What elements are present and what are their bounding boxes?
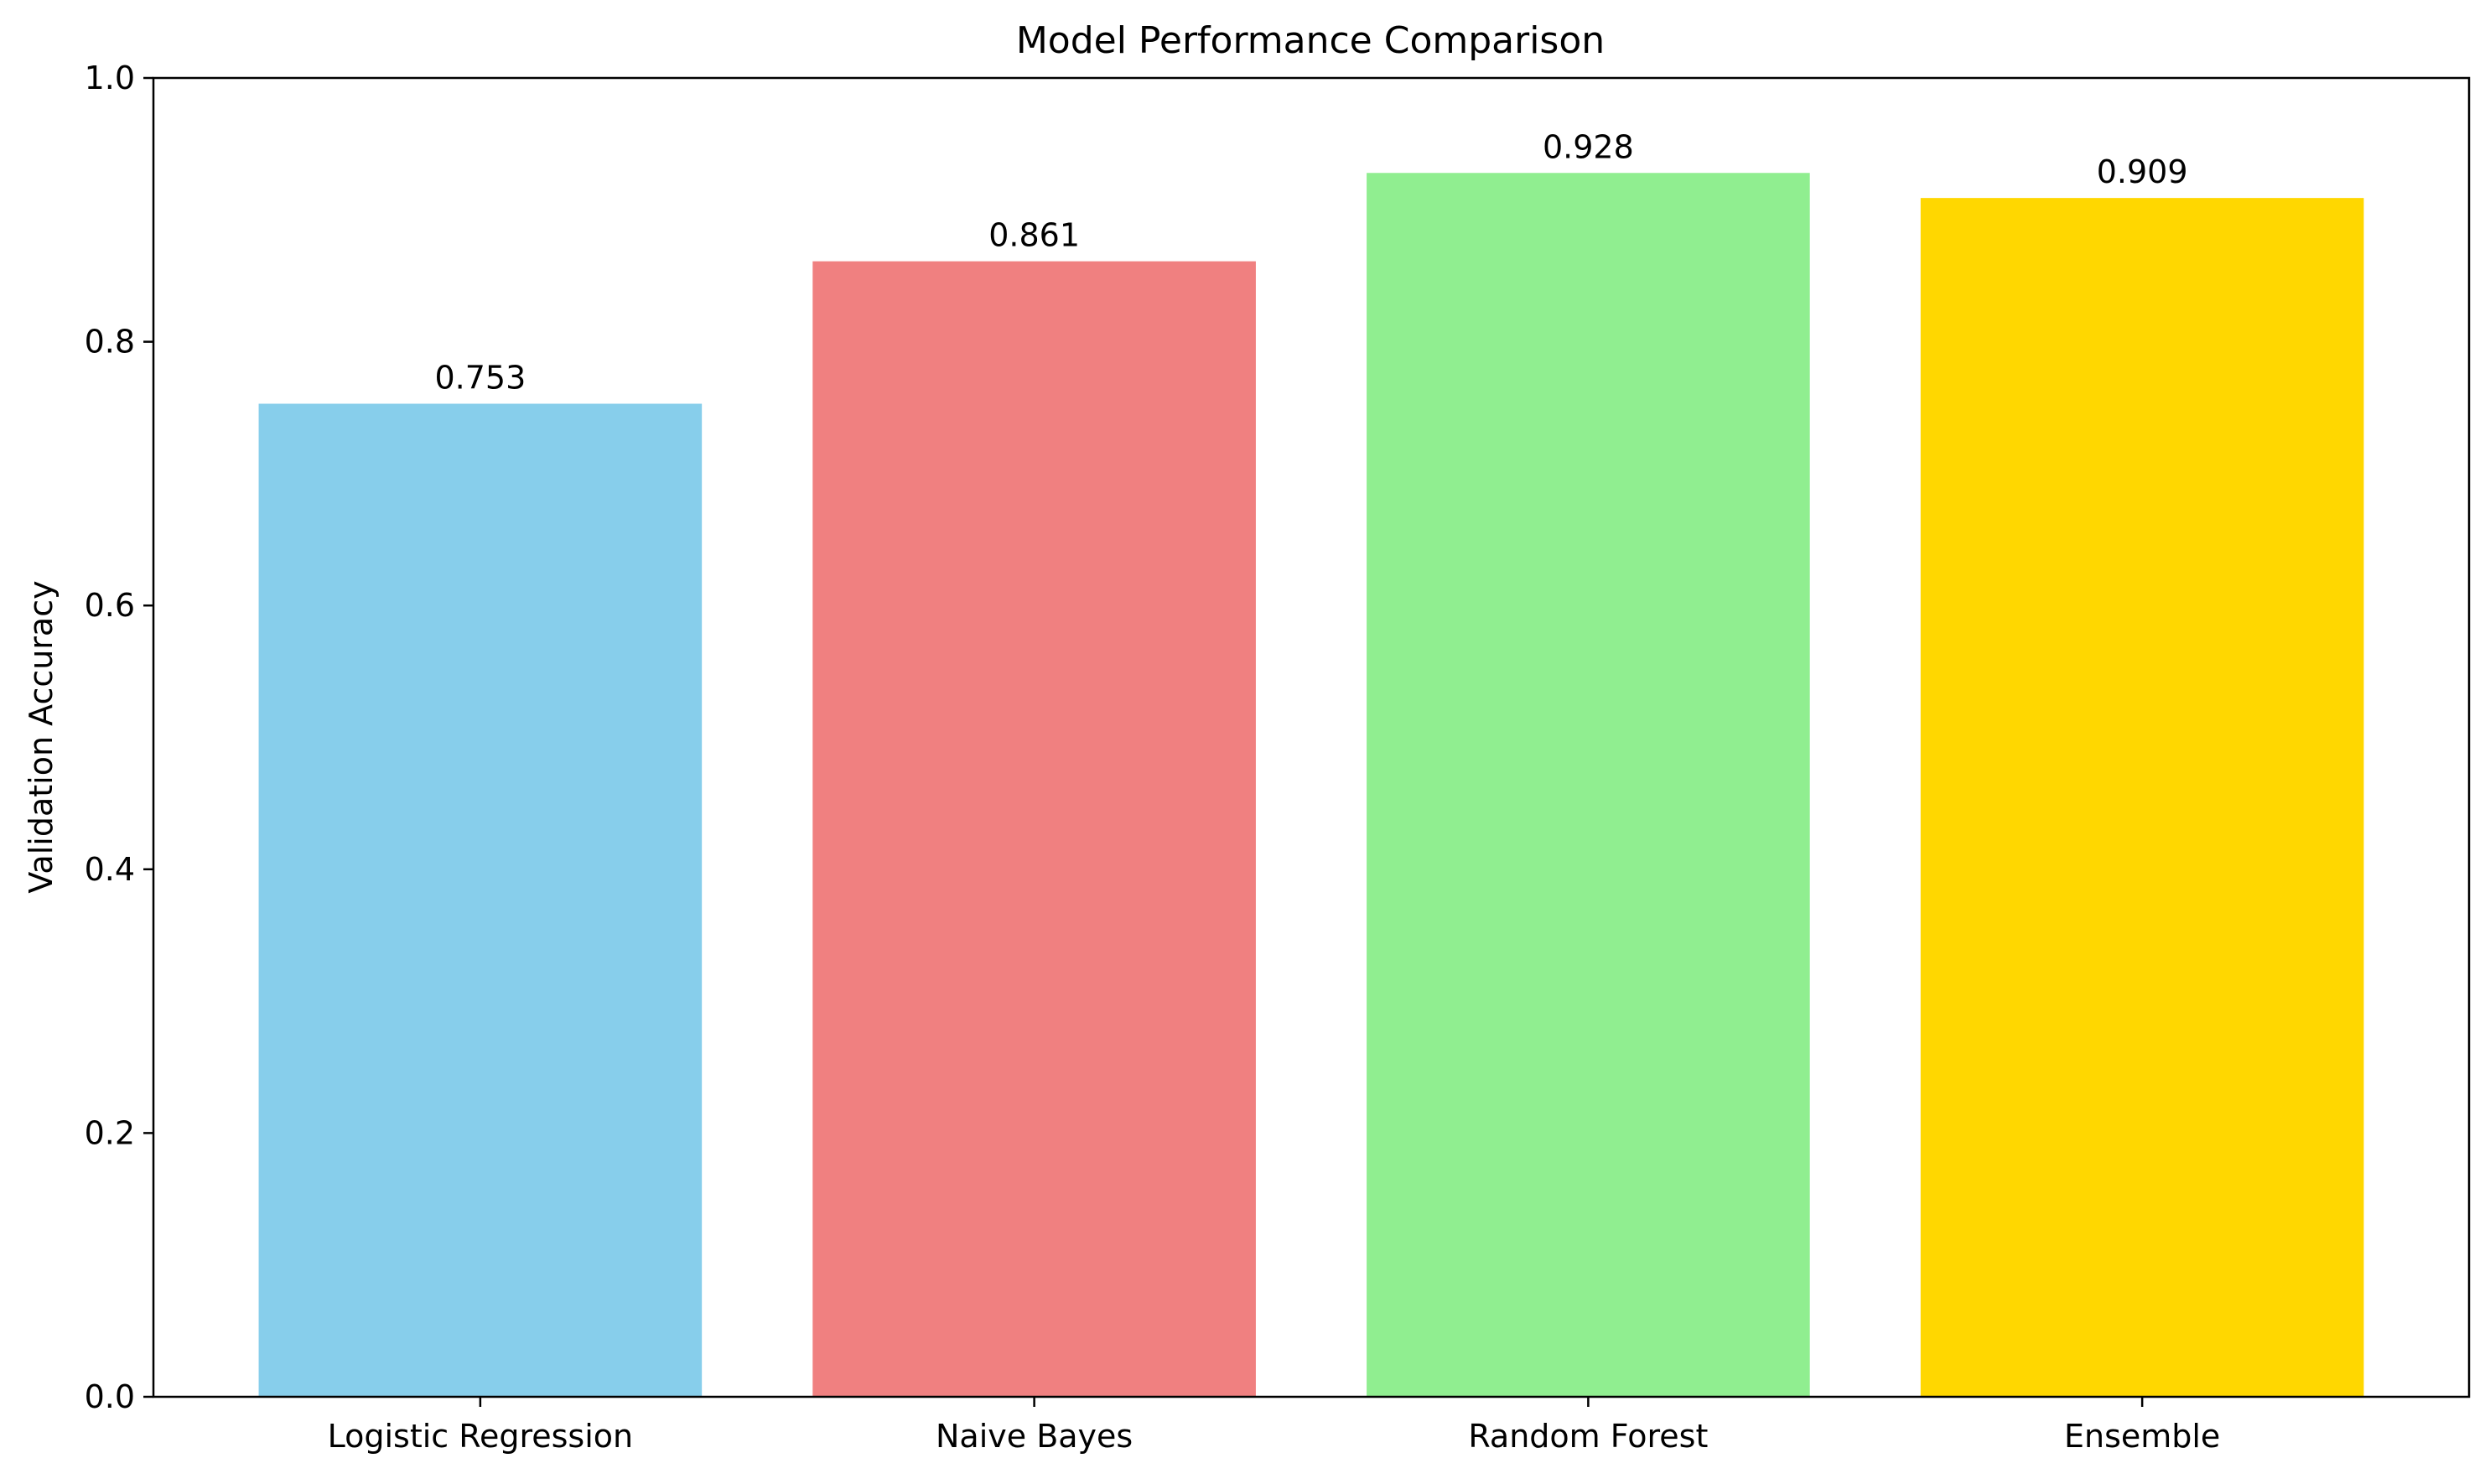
bar-value-label: 0.928 <box>1543 128 1634 165</box>
y-tick-label: 0.4 <box>85 851 135 888</box>
y-tick-label: 0.6 <box>85 587 135 624</box>
y-tick-label: 1.0 <box>85 60 135 96</box>
x-axis: Logistic Regression Naive Bayes Random For… <box>328 1397 2220 1455</box>
chart-title: Model Performance Comparison <box>1016 19 1605 62</box>
x-tick-label: Random Forest <box>1468 1418 1708 1455</box>
bar-value-label: 0.909 <box>2097 153 2188 190</box>
y-tick-label: 0.0 <box>85 1378 135 1415</box>
y-tick-label: 0.2 <box>85 1114 135 1151</box>
bars-layer <box>258 173 2364 1398</box>
bar-logistic-regression <box>258 403 703 1397</box>
x-tick-label: Ensemble <box>2064 1418 2220 1455</box>
bar-random-forest <box>1367 173 1810 1398</box>
y-tick-label: 0.8 <box>85 324 135 361</box>
x-tick-label: Naive Bayes <box>936 1418 1133 1455</box>
bar-labels-layer: 0.753 0.861 0.928 0.909 <box>434 128 2187 396</box>
x-tick-label: Logistic Regression <box>328 1418 634 1455</box>
plot-frame <box>152 76 2471 1398</box>
bar-naive-bayes <box>812 261 1256 1398</box>
bar-ensemble <box>1920 198 2364 1397</box>
bar-value-label: 0.753 <box>434 360 526 397</box>
bar-value-label: 0.861 <box>988 217 1080 254</box>
y-axis: 0.0 0.2 0.4 0.6 0.8 1.0 <box>85 60 153 1415</box>
y-axis-label: Validation Accuracy <box>23 580 60 893</box>
